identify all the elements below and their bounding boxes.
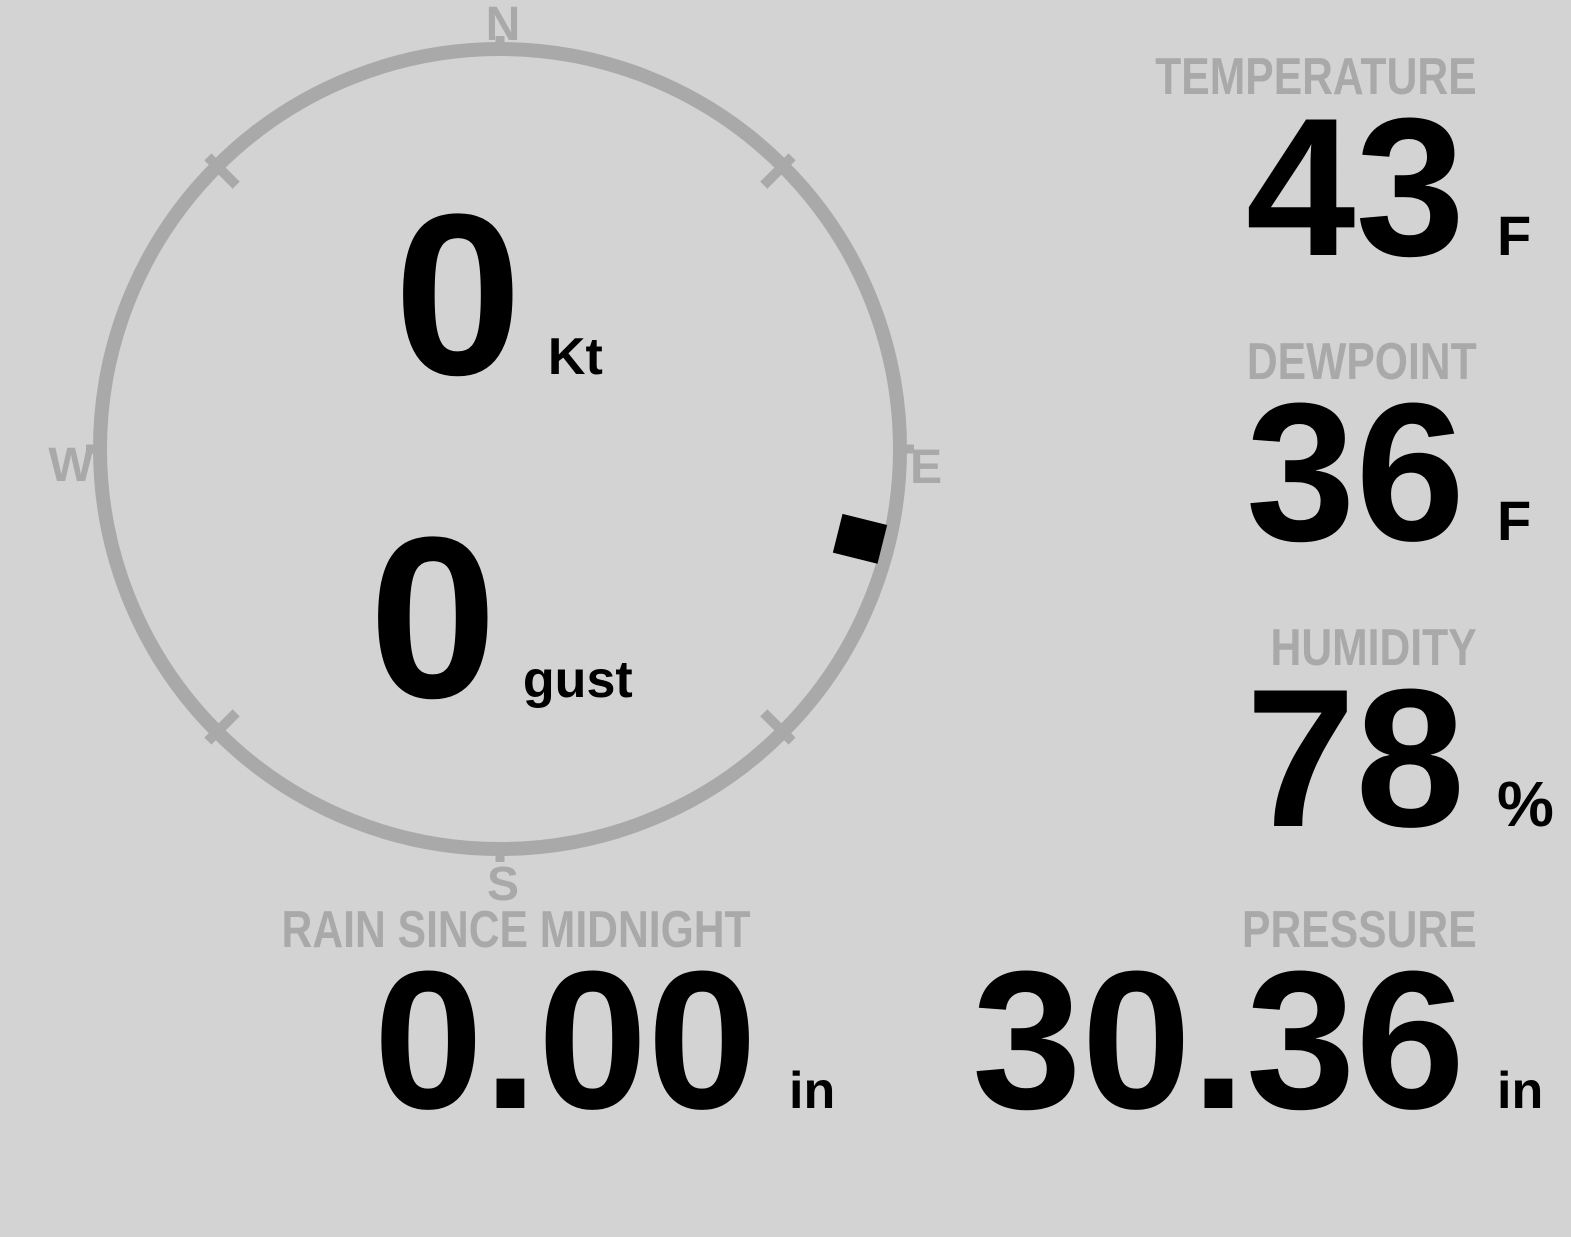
wind-gust-unit: gust xyxy=(522,651,633,709)
metric-humidity-value: 78 xyxy=(1245,648,1465,868)
metric-humidity-unit: % xyxy=(1497,768,1554,840)
metric-dewpoint-label: DEWPOINT xyxy=(1246,333,1477,391)
metric-dewpoint: DEWPOINT 36 F xyxy=(857,336,1557,571)
metric-dewpoint-value-row: 36 F xyxy=(857,374,1557,571)
metric-rain-label: RAIN SINCE MIDNIGHT xyxy=(281,901,751,959)
metric-dewpoint-unit: F xyxy=(1497,489,1532,552)
compass-label-west: W xyxy=(48,439,94,492)
metric-pressure: PRESSURE 30.36 in xyxy=(857,904,1557,1139)
compass-tick-northwest xyxy=(204,153,240,189)
wind-gust-value: 0 xyxy=(369,489,497,746)
metric-pressure-value-row: 30.36 in xyxy=(857,942,1557,1139)
metric-temperature-value: 43 xyxy=(1245,77,1465,297)
wind-speed-unit: Kt xyxy=(547,328,603,386)
compass-tick-southwest xyxy=(204,709,240,745)
wind-gust: 0 gust xyxy=(369,503,633,733)
metric-rain-since-midnight: RAIN SINCE MIDNIGHT 0.00 in xyxy=(49,904,849,1139)
metric-pressure-unit: in xyxy=(1497,1062,1544,1120)
metric-pressure-label: PRESSURE xyxy=(1242,901,1477,959)
wind-compass: N E S W xyxy=(48,0,942,911)
metric-dewpoint-value: 36 xyxy=(1245,362,1465,582)
compass-label-south: S xyxy=(487,858,519,911)
metric-temperature-unit: F xyxy=(1497,204,1532,267)
compass-tick-northeast xyxy=(760,153,796,189)
wind-speed: 0 Kt xyxy=(394,180,603,410)
metric-rain-value-row: 0.00 in xyxy=(49,942,849,1139)
metric-temperature: TEMPERATURE 43 F xyxy=(857,51,1557,286)
wind-speed-value: 0 xyxy=(394,166,522,423)
compass-label-north: N xyxy=(486,0,521,51)
metric-humidity-value-row: 78 % xyxy=(857,660,1557,857)
compass-label-east: E xyxy=(910,441,942,494)
metric-temperature-label: TEMPERATURE xyxy=(1155,48,1477,106)
metric-humidity: HUMIDITY 78 % xyxy=(857,622,1557,857)
compass-tick-southeast xyxy=(760,709,796,745)
metric-pressure-value: 30.36 xyxy=(972,930,1465,1150)
wind-direction-marker xyxy=(832,513,888,564)
metric-humidity-label: HUMIDITY xyxy=(1270,619,1477,677)
metric-rain-unit: in xyxy=(789,1062,836,1120)
metric-temperature-value-row: 43 F xyxy=(857,89,1557,286)
metric-rain-value: 0.00 xyxy=(373,930,757,1150)
